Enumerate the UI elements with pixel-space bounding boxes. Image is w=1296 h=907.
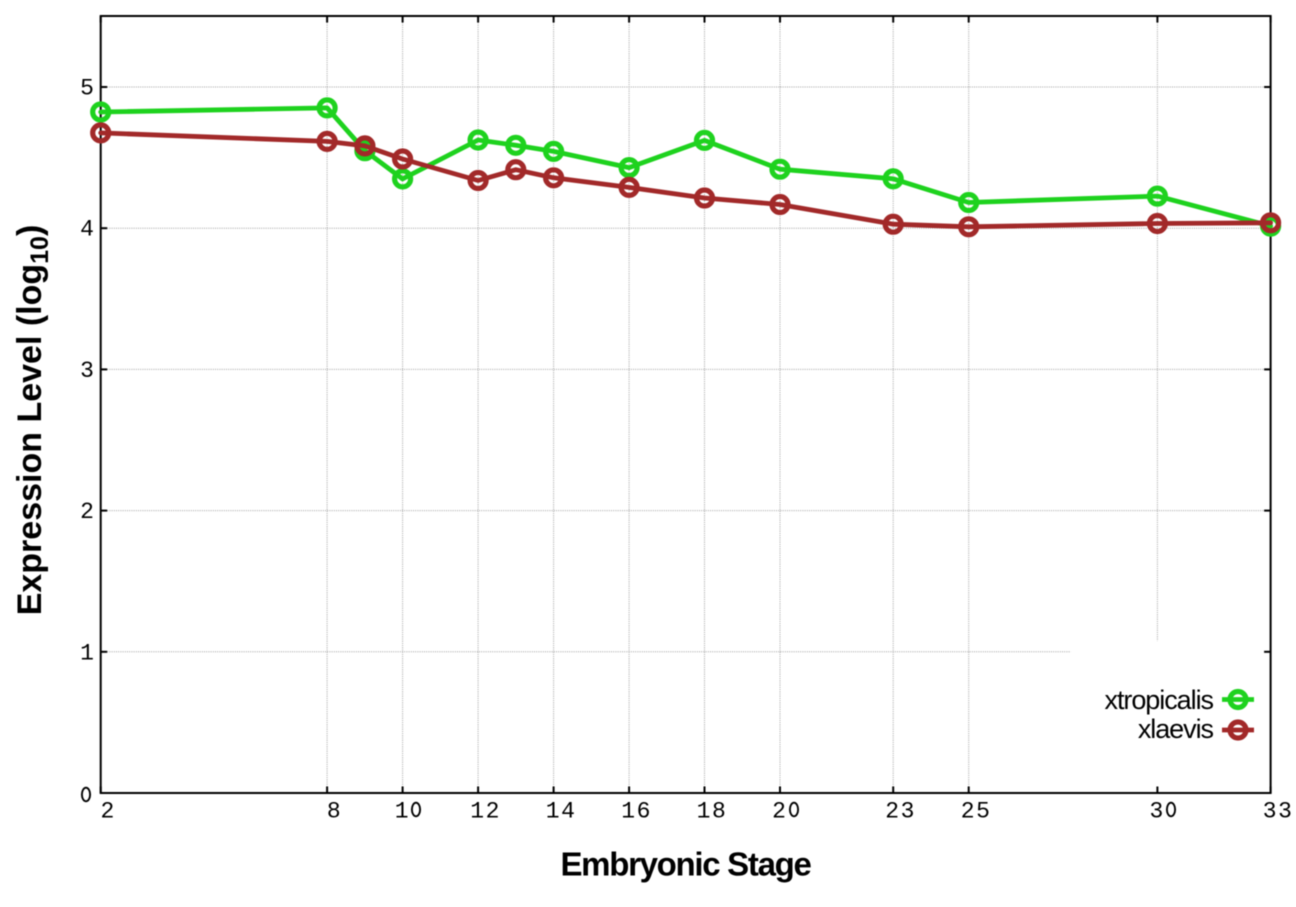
svg-text:2: 2: [80, 499, 95, 525]
svg-text:33: 33: [1263, 799, 1294, 825]
svg-text:4: 4: [80, 217, 95, 243]
svg-text:25: 25: [961, 799, 992, 825]
svg-text:23: 23: [885, 799, 916, 825]
svg-text:18: 18: [697, 799, 728, 825]
svg-text:Expression Level (log10): Expression Level (log10): [11, 225, 54, 616]
svg-text:xlaevis: xlaevis: [1138, 714, 1214, 744]
svg-text:14: 14: [546, 799, 577, 825]
svg-text:1: 1: [80, 640, 95, 666]
svg-text:Embryonic Stage: Embryonic Stage: [560, 846, 811, 883]
svg-text:5: 5: [80, 76, 95, 102]
svg-text:2: 2: [100, 799, 115, 825]
svg-text:3: 3: [80, 358, 95, 384]
svg-text:16: 16: [621, 799, 652, 825]
svg-text:xtropicalis: xtropicalis: [1105, 685, 1214, 715]
svg-text:12: 12: [470, 799, 501, 825]
svg-text:8: 8: [327, 799, 342, 825]
